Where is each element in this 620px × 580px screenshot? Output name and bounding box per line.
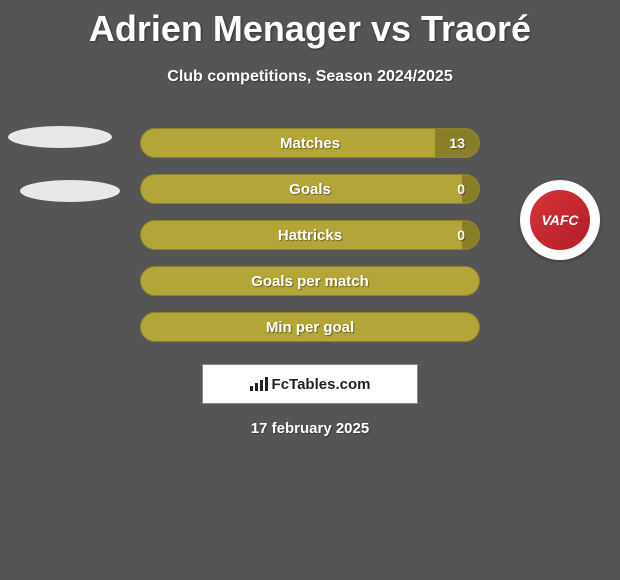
- stat-row: Goals per match: [0, 258, 620, 304]
- stat-bar: Min per goal: [140, 312, 480, 342]
- bar-chart-icon: [250, 377, 268, 391]
- stat-bar: Matches 13: [140, 128, 480, 158]
- stat-label: Matches: [280, 135, 340, 152]
- stat-bar: Hattricks 0: [140, 220, 480, 250]
- stat-row: Min per goal: [0, 304, 620, 350]
- page-title: Adrien Menager vs Traoré: [0, 0, 620, 50]
- stat-bar: Goals per match: [140, 266, 480, 296]
- stat-value: 0: [457, 181, 465, 197]
- placeholder-ellipse: [8, 126, 112, 148]
- placeholder-ellipse: [20, 180, 120, 202]
- logo-text: FcTables.com: [272, 376, 371, 393]
- team-badge-label: VAFC: [528, 188, 592, 252]
- fctables-logo: FcTables.com: [202, 364, 418, 404]
- stat-label: Goals per match: [251, 273, 369, 290]
- subtitle: Club competitions, Season 2024/2025: [0, 68, 620, 86]
- stat-label: Goals: [289, 181, 331, 198]
- stat-bar: Goals 0: [140, 174, 480, 204]
- stat-value: 0: [457, 227, 465, 243]
- stat-value: 13: [449, 135, 465, 151]
- date-text: 17 february 2025: [0, 420, 620, 437]
- stat-label: Hattricks: [278, 227, 342, 244]
- team-badge: VAFC: [520, 180, 600, 260]
- stat-label: Min per goal: [266, 319, 354, 336]
